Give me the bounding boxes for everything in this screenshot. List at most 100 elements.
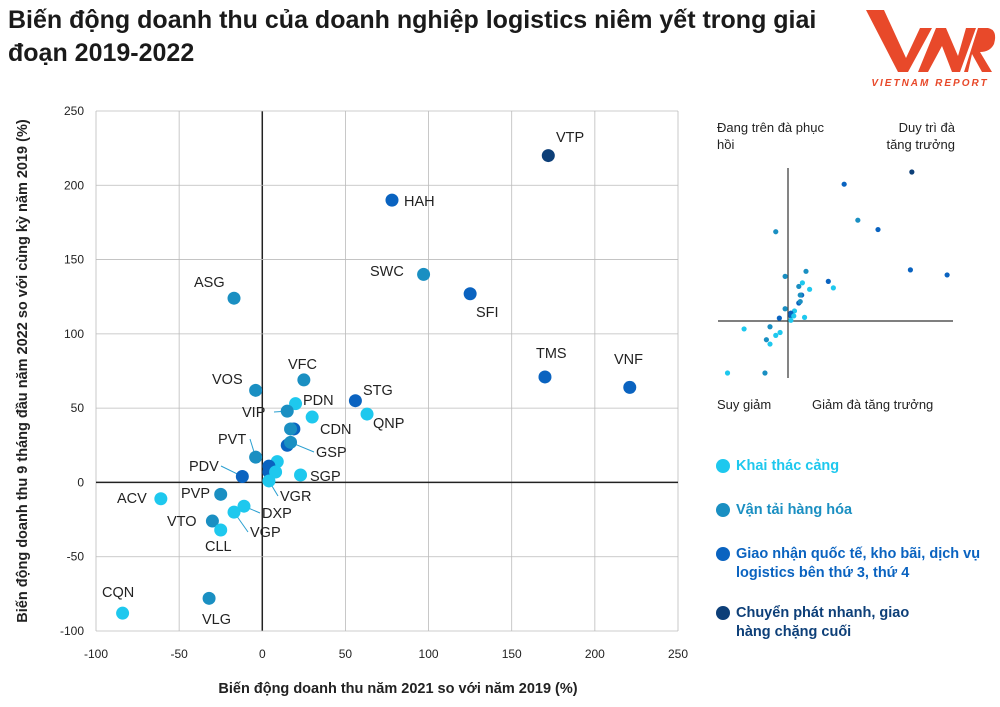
data-point-vgp xyxy=(227,505,241,519)
y-tick-label: -100 xyxy=(60,624,84,638)
legend-item-giao-nhan: Giao nhận quốc tế, kho bãi, dịch vụ logi… xyxy=(716,545,986,583)
y-tick-label: 200 xyxy=(64,178,84,192)
inset-point xyxy=(724,370,731,376)
point-label-sgp: SGP xyxy=(310,469,341,485)
data-point-vnf xyxy=(623,380,637,394)
point-label-stg: STG xyxy=(363,383,393,399)
point-labels: VTP HAH SWC SFI ASG TMS VNF VFC VOS STG PDN QNP VIP C… xyxy=(102,130,643,628)
data-point xyxy=(284,422,298,436)
x-tick-label: 150 xyxy=(502,647,522,661)
point-label-pvt: PVT xyxy=(218,432,246,448)
point-label-cll: CLL xyxy=(205,539,232,555)
point-label-dxp: DXP xyxy=(262,506,292,522)
inset-point xyxy=(841,181,847,187)
data-point-pdn xyxy=(289,397,303,411)
y-tick-label: 250 xyxy=(64,104,84,118)
point-label-vos: VOS xyxy=(212,372,243,388)
data-point-vgr xyxy=(262,474,276,488)
legend-dot xyxy=(716,503,730,517)
x-tick-label: 250 xyxy=(668,647,688,661)
data-point-asg xyxy=(227,291,241,305)
data-point-cll xyxy=(214,523,228,537)
inset-point xyxy=(782,273,788,279)
inset-point xyxy=(797,298,803,305)
inset-point xyxy=(807,286,813,292)
inset-point xyxy=(788,317,794,323)
x-tick-label: 0 xyxy=(259,647,266,661)
inset-point xyxy=(782,306,788,312)
quadrant-label-bottom-right: Giảm đà tăng trưởng xyxy=(812,397,934,412)
point-label-vip: VIP xyxy=(242,405,265,421)
x-tick-label: -100 xyxy=(84,647,108,661)
inset-point xyxy=(773,332,779,338)
point-label-vgr: VGR xyxy=(280,489,311,505)
inset-point xyxy=(763,337,769,343)
scatter-chart: -100 -50 0 50 100 150 200 250 -100 -50 0 50 100 150 20… xyxy=(15,104,688,697)
data-point-gsp xyxy=(284,435,298,449)
logo-text: VIETNAM REPORT xyxy=(871,78,988,89)
inset-point xyxy=(767,324,773,330)
data-point-cdn xyxy=(305,410,319,424)
tick-labels: -100 -50 0 50 100 150 200 250 -100 -50 0 50 100 150 20… xyxy=(60,104,688,661)
legend-item-khai-thac-cang: Khai thác cảng xyxy=(716,457,839,476)
inset-point xyxy=(777,329,783,336)
point-label-pdn: PDN xyxy=(303,393,334,409)
point-label-cqn: CQN xyxy=(102,585,134,601)
y-tick-label: 50 xyxy=(71,401,85,415)
data-point-sfi xyxy=(463,287,477,301)
x-tick-label: 200 xyxy=(585,647,605,661)
y-tick-label: 150 xyxy=(64,253,84,267)
inset-point xyxy=(776,315,782,321)
x-tick-label: 100 xyxy=(419,647,439,661)
point-label-hah: HAH xyxy=(404,194,435,210)
data-point-pvp xyxy=(214,487,228,501)
legend-item-van-tai: Vận tải hàng hóa xyxy=(716,501,852,520)
x-tick-label: 50 xyxy=(339,647,353,661)
legend-dot xyxy=(716,547,730,561)
y-tick-label: -50 xyxy=(67,550,85,564)
inset-point xyxy=(799,280,805,286)
point-label-acv: ACV xyxy=(117,491,147,507)
inset-point xyxy=(801,314,808,320)
logo-r-shape xyxy=(964,28,996,72)
data-point-pvt xyxy=(249,450,263,464)
x-tick-label: -50 xyxy=(170,647,188,661)
logo-v-shape xyxy=(866,10,932,72)
inset-point xyxy=(796,283,802,290)
y-tick-label: 0 xyxy=(77,475,84,489)
quadrant-inset-chart xyxy=(718,168,953,378)
point-label-vnf: VNF xyxy=(614,352,643,368)
legend-dot xyxy=(716,459,730,473)
x-axis-label: Biến động doanh thu năm 2021 so với năm … xyxy=(218,681,577,697)
point-label-pdv: PDV xyxy=(189,459,219,475)
quadrant-label-top-right: Duy trì đà tăng trưởng xyxy=(886,120,955,152)
point-label-vgp: VGP xyxy=(250,525,281,541)
inset-point xyxy=(875,226,881,233)
inset-point xyxy=(825,278,831,284)
inset-point xyxy=(773,229,779,235)
data-point-sgp xyxy=(294,468,308,482)
data-point-acv xyxy=(154,492,168,506)
data-point-cqn xyxy=(116,606,130,620)
data-point-vlg xyxy=(202,591,216,605)
data-point-vto xyxy=(205,514,219,528)
point-label-asg: ASG xyxy=(194,275,225,291)
vnr-logo: VIETNAM REPORT xyxy=(866,10,996,89)
point-label-swc: SWC xyxy=(370,264,404,280)
data-points xyxy=(116,149,637,620)
inset-point xyxy=(741,326,747,332)
legend-label: Khai thác cảng xyxy=(736,458,840,474)
inset-point xyxy=(767,341,773,347)
inset-point xyxy=(907,267,913,273)
point-label-cdn: CDN xyxy=(320,422,351,438)
point-label-vfc: VFC xyxy=(288,357,317,373)
data-point-dxp xyxy=(237,499,251,513)
point-label-qnp: QNP xyxy=(373,416,404,432)
point-label-gsp: GSP xyxy=(316,445,347,461)
point-label-vlg: VLG xyxy=(202,612,231,628)
data-point-tms xyxy=(538,370,552,384)
legend-item-chuyen-phat: Chuyển phát nhanh, giao hàng chặng cuối xyxy=(716,604,916,642)
inset-point xyxy=(803,268,809,274)
y-tick-label: 100 xyxy=(64,327,84,341)
data-point-hah xyxy=(385,193,399,207)
